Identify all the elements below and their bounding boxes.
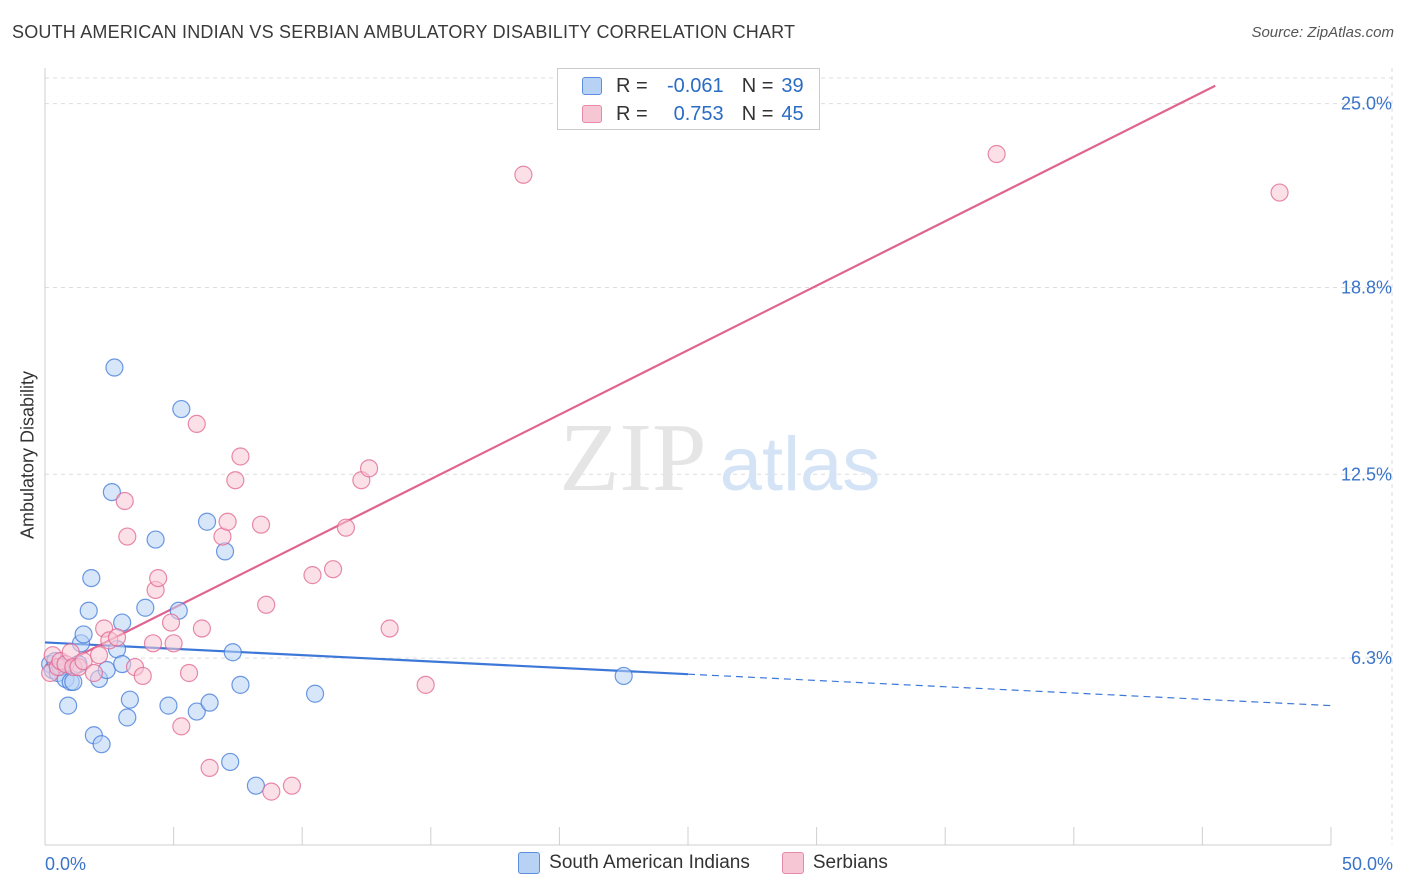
serbian-point	[118, 527, 137, 546]
chart-title: SOUTH AMERICAN INDIAN VS SERBIAN AMBULAT…	[12, 22, 796, 42]
legend-n-value: 39	[781, 74, 804, 97]
serbian-point	[303, 566, 322, 585]
serbian-point	[74, 652, 93, 671]
serbian-point	[89, 646, 109, 665]
south-american-indian-point	[118, 708, 137, 727]
legend-row-south-american-indians: R = -0.061 N = 39	[582, 74, 804, 98]
south-american-indian-point	[246, 776, 266, 795]
series-legend-label: Serbians	[812, 852, 888, 873]
tick-label-layer: 6.3% 12.5% 18.8% 25.0% 0.0% 50.0%	[45, 94, 1393, 874]
south-american-indian-point	[82, 568, 101, 588]
x-tick-label-max: 50.0%	[1342, 854, 1393, 874]
series-legend: South American Indians Serbians	[0, 852, 1406, 874]
series-legend-label: South American Indians	[549, 852, 750, 873]
legend-r-value: -0.061	[666, 74, 724, 97]
south-american-indian-point	[172, 399, 191, 419]
y-tick-label: 18.8%	[1341, 277, 1392, 297]
legend-swatch-pink	[582, 105, 602, 123]
south-american-indian-point	[79, 601, 98, 620]
x-tick-label-min: 0.0%	[45, 854, 86, 874]
serbian-point	[107, 628, 127, 647]
series-swatch-blue	[518, 852, 541, 874]
legend-n-label: N =	[741, 74, 774, 97]
legend-r-value: 0.753	[673, 102, 724, 125]
legend-n-label: N =	[741, 102, 774, 125]
south-american-indian-point	[614, 666, 633, 686]
south-american-indian-point	[197, 512, 217, 531]
south-american-indian-point	[200, 693, 219, 712]
serbian-point	[514, 165, 533, 184]
serbian-point	[200, 758, 219, 777]
south-american-indian-trendline-extension	[687, 673, 1332, 707]
y-tick-label: 25.0%	[1341, 94, 1392, 114]
serbian-point	[262, 782, 281, 801]
serbian-point	[161, 613, 181, 632]
serbian-point	[282, 776, 302, 795]
south-american-indian-point	[187, 702, 206, 721]
south-american-indian-point	[92, 735, 111, 754]
watermark-zip: ZIP	[560, 404, 707, 512]
serbian-point	[231, 447, 250, 466]
south-american-indian-point	[223, 643, 242, 662]
legend-r-label: R =	[616, 102, 648, 125]
serbian-point	[172, 717, 191, 736]
south-american-indian-point	[120, 690, 139, 709]
y-tick-label: 6.3%	[1351, 648, 1392, 668]
correlation-legend: R = -0.061 N = 39 R = 0.753 N = 45	[557, 68, 820, 130]
south-american-indian-point	[102, 482, 121, 502]
serbian-point	[1270, 183, 1289, 202]
serbian-trendline	[49, 84, 1216, 672]
legend-n-value: 45	[781, 102, 804, 125]
serbian-point	[143, 634, 163, 653]
serbian-point	[115, 491, 134, 511]
axis-layer	[44, 68, 1332, 846]
legend-r-label: R =	[616, 74, 648, 97]
serbian-point	[416, 675, 435, 694]
watermark: ZIP atlas	[560, 404, 881, 512]
serbian-point	[380, 619, 399, 638]
serbian-point	[187, 414, 206, 433]
south-american-indian-point	[159, 696, 178, 715]
legend-swatch-blue	[582, 77, 602, 95]
south-american-indian-point	[146, 530, 165, 549]
serbian-point	[133, 666, 152, 686]
grid-layer	[45, 68, 1393, 845]
south-american-indian-point	[231, 675, 250, 694]
south-american-indian-point	[221, 752, 240, 772]
serbian-point	[218, 512, 237, 531]
y-tick-label: 12.5%	[1341, 464, 1392, 484]
series-legend-item-south-american-indians[interactable]: South American Indians	[518, 852, 750, 874]
legend-row-serbians: R = 0.753 N = 45	[582, 102, 804, 126]
points-layer	[41, 94, 1289, 801]
serbian-point	[226, 471, 245, 490]
south-american-indian-point	[59, 696, 78, 715]
y-axis-title: Ambulatory Disability	[17, 370, 38, 540]
chart-source: Source: ZipAtlas.com	[1251, 24, 1394, 41]
trend-layer	[44, 84, 1332, 707]
serbian-point	[84, 663, 103, 683]
south-american-indian-point	[305, 684, 325, 703]
serbian-point	[987, 144, 1006, 164]
serbian-point	[336, 518, 356, 537]
series-legend-item-serbians[interactable]: Serbians	[781, 852, 888, 874]
south-american-indian-point	[215, 542, 235, 561]
south-american-indian-point	[74, 625, 93, 644]
watermark-atlas: atlas	[720, 422, 881, 507]
serbian-point	[359, 459, 379, 478]
serbian-point	[323, 560, 343, 579]
serbian-point	[192, 619, 211, 638]
serbian-point	[257, 595, 276, 614]
south-american-indian-point	[105, 358, 124, 377]
serbian-point	[179, 663, 199, 683]
serbian-point	[149, 568, 168, 588]
serbian-point	[251, 515, 271, 534]
series-swatch-pink	[781, 852, 804, 874]
south-american-indian-point	[136, 598, 155, 617]
serbian-point	[164, 634, 183, 653]
